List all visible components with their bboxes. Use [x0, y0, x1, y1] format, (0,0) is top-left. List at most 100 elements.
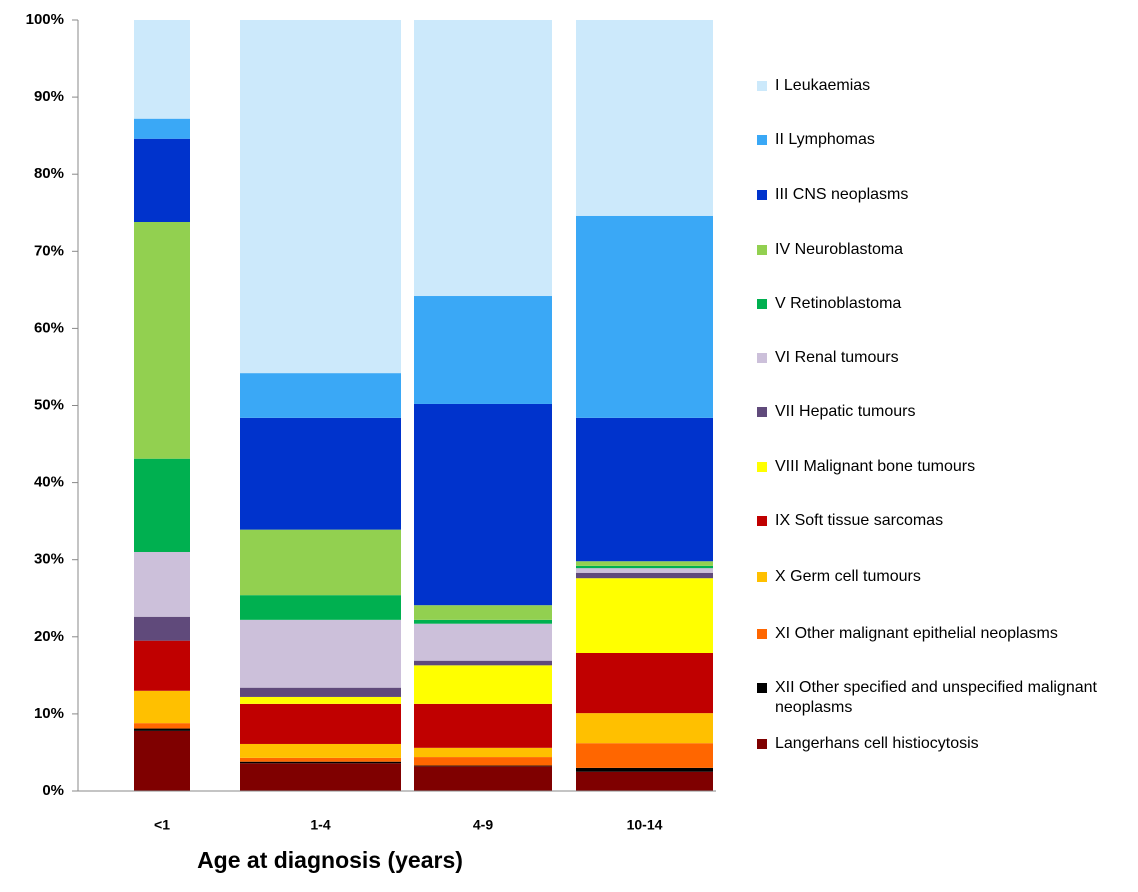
y-tick-label: 0%: [42, 782, 64, 799]
bar-segment: [414, 766, 552, 791]
bar-segment: [134, 458, 190, 552]
legend-swatch: [757, 299, 767, 309]
bar-segment: [414, 296, 552, 404]
bar-segment: [134, 690, 190, 724]
bar-segment: [240, 761, 401, 764]
bar-segment: [134, 640, 190, 691]
bar-segment: [134, 728, 190, 731]
bar-segment: [576, 568, 713, 573]
bar-segment: [414, 619, 552, 624]
bar-segment: [414, 665, 552, 704]
legend-swatch: [757, 462, 767, 472]
bar-segment: [576, 561, 713, 566]
legend-label: IV Neuroblastoma: [775, 241, 904, 258]
bar-segment: [134, 222, 190, 459]
bar-segment: [134, 551, 190, 617]
legend-swatch: [757, 190, 767, 200]
legend-label: II Lymphomas: [775, 131, 875, 148]
y-tick-label: 80%: [34, 165, 64, 182]
bar-segment: [576, 743, 713, 768]
legend-item: V Retinoblastoma: [757, 294, 1137, 314]
bar-segment: [134, 118, 190, 139]
legend-swatch: [757, 135, 767, 145]
y-tick-label: 100%: [26, 11, 64, 28]
bar-segment: [134, 20, 190, 119]
legend-item: IV Neuroblastoma: [757, 240, 1137, 260]
bar-segment: [576, 572, 713, 579]
legend-label: III CNS neoplasms: [775, 186, 909, 203]
legend-label: VI Renal tumours: [775, 349, 899, 366]
y-tick-label: 90%: [34, 88, 64, 105]
y-tick-label: 60%: [34, 319, 64, 336]
legend-label: X Germ cell tumours: [775, 568, 921, 585]
bar-segment: [240, 743, 401, 758]
y-tick-label: 40%: [34, 474, 64, 491]
bar-segment: [134, 616, 190, 641]
bar-segment: [240, 696, 401, 704]
bar-segment: [134, 730, 190, 791]
bar-segment: [576, 417, 713, 562]
y-tick-label: 50%: [34, 396, 64, 413]
legend-label: VII Hepatic tumours: [775, 403, 916, 420]
legend-swatch: [757, 572, 767, 582]
legend-item: II Lymphomas: [757, 130, 1137, 150]
bar-segment: [576, 713, 713, 744]
legend-item: X Germ cell tumours: [757, 567, 1137, 587]
bar-segment: [576, 652, 713, 714]
legend-label: XII Other specified and unspecified mali…: [775, 679, 1097, 716]
y-tick-label: 20%: [34, 628, 64, 645]
legend-swatch: [757, 353, 767, 363]
bar-segment: [576, 20, 713, 216]
bar-segment: [240, 373, 401, 418]
legend-item: VI Renal tumours: [757, 348, 1137, 368]
bar-segment: [414, 747, 552, 758]
legend-item: Langerhans cell histiocytosis: [757, 734, 1137, 754]
legend-label: IX Soft tissue sarcomas: [775, 512, 944, 529]
bar-segment: [240, 417, 401, 530]
bar-segment: [414, 703, 552, 748]
legend-item: VIII Malignant bone tumours: [757, 457, 1137, 477]
bar-segment: [240, 703, 401, 744]
bar-segment: [240, 757, 401, 762]
legend-item: VII Hepatic tumours: [757, 402, 1137, 422]
legend-swatch: [757, 739, 767, 749]
x-tick-label: 10-14: [627, 817, 663, 833]
bar-segment: [414, 403, 552, 606]
bar-segment: [414, 660, 552, 666]
bar-segment: [414, 765, 552, 767]
x-axis-title: Age at diagnosis (years): [197, 847, 463, 873]
bar-segment: [576, 578, 713, 653]
legend-item: XI Other malignant epithelial neoplasms: [757, 624, 1137, 644]
bar-segment: [240, 529, 401, 596]
legend-label: I Leukaemias: [775, 77, 871, 94]
legend-swatch: [757, 407, 767, 417]
bar-segment: [576, 215, 713, 418]
legend-swatch: [757, 245, 767, 255]
bar-segment: [240, 20, 401, 374]
x-tick-label: 1-4: [310, 817, 330, 833]
legend-swatch: [757, 81, 767, 91]
x-tick-label: <1: [154, 817, 170, 833]
bar-segment: [414, 757, 552, 766]
bar-segment: [134, 138, 190, 223]
legend-swatch: [757, 516, 767, 526]
legend-label: V Retinoblastoma: [775, 295, 902, 312]
bar-segment: [134, 723, 190, 729]
bar-segment: [576, 565, 713, 569]
bar-segment: [240, 763, 401, 791]
legend-item: III CNS neoplasms: [757, 185, 1137, 205]
legend-swatch: [757, 629, 767, 639]
legend-label: VIII Malignant bone tumours: [775, 458, 976, 475]
legend-label: Langerhans cell histiocytosis: [775, 735, 979, 752]
legend-item: IX Soft tissue sarcomas: [757, 511, 1137, 531]
legend-item: I Leukaemias: [757, 76, 1137, 96]
bar-segment: [240, 595, 401, 620]
legend-label: XI Other malignant epithelial neoplasms: [775, 625, 1058, 642]
bar-segment: [414, 20, 552, 297]
bar-segment: [240, 687, 401, 697]
y-tick-label: 10%: [34, 705, 64, 722]
bar-segment: [414, 605, 552, 620]
bar-segment: [240, 619, 401, 688]
